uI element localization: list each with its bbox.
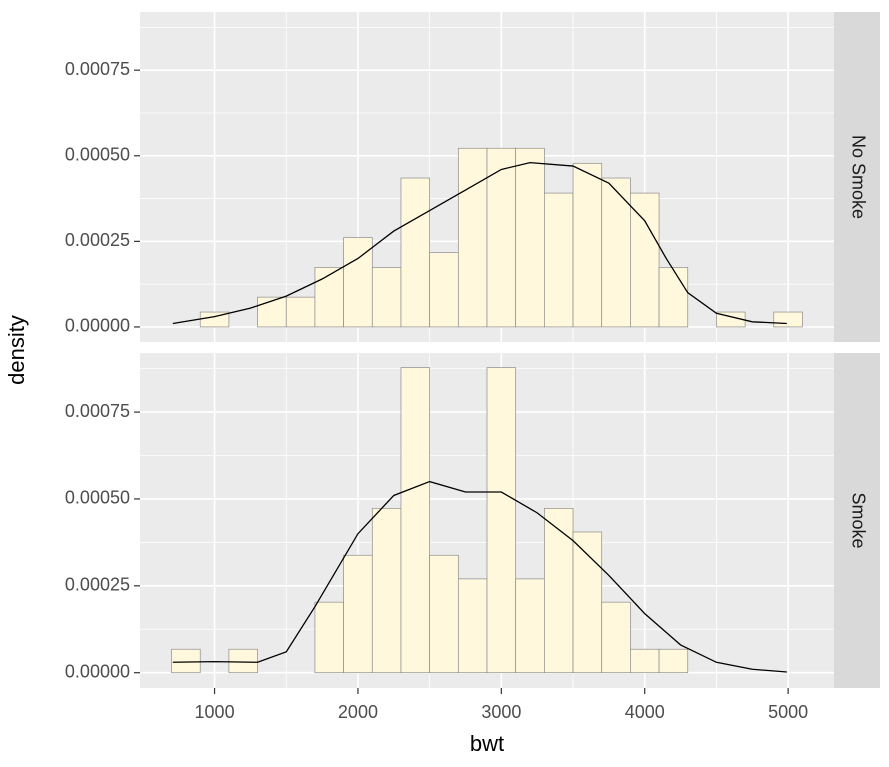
bar [601, 601, 631, 674]
y-tick-label: 0.00000 [65, 316, 130, 336]
x-tick-label: 1000 [195, 702, 235, 722]
x-tick-label: 4000 [625, 702, 665, 722]
bar [314, 267, 344, 328]
bar [457, 578, 488, 674]
bar [429, 252, 459, 328]
x-tick-label: 2000 [338, 702, 378, 722]
bar [371, 267, 402, 328]
bar [257, 296, 287, 328]
bar [572, 531, 603, 674]
bar [314, 601, 344, 674]
facet-label: No Smoke [848, 135, 868, 219]
x-tick-label: 5000 [768, 702, 808, 722]
bar [658, 267, 689, 328]
bar [486, 147, 517, 328]
y-tick-label: 0.00050 [65, 145, 130, 165]
bar [658, 648, 689, 674]
facet-label: Smoke [848, 492, 868, 548]
x-axis-label: bwt [470, 731, 504, 756]
y-tick-label: 0.00075 [65, 401, 130, 421]
bar [773, 311, 803, 328]
bar [343, 554, 373, 674]
density-line [172, 480, 787, 673]
bar [400, 177, 430, 328]
bar [371, 507, 402, 674]
bar [572, 162, 603, 328]
bar [544, 507, 574, 674]
y-tick-label: 0.00075 [65, 59, 130, 79]
bar [400, 367, 430, 674]
bar [486, 367, 517, 674]
y-tick-label: 0.00025 [65, 575, 130, 595]
bar [630, 648, 660, 674]
facet-strip [834, 12, 880, 342]
facet-strip [834, 353, 880, 688]
x-tick-label: 3000 [481, 702, 521, 722]
bar [285, 296, 316, 328]
bar [544, 192, 574, 328]
y-tick-label: 0.00050 [65, 488, 130, 508]
bar [429, 554, 459, 674]
y-axis-label: density [4, 315, 29, 385]
y-tick-label: 0.00000 [65, 661, 130, 681]
y-tick-label: 0.00025 [65, 230, 130, 250]
bar [457, 147, 488, 328]
bar [515, 147, 545, 328]
bar [601, 177, 631, 328]
bar [630, 192, 660, 328]
bar [171, 648, 201, 674]
bar [515, 578, 545, 674]
bar [228, 648, 258, 674]
density-line [172, 161, 787, 325]
